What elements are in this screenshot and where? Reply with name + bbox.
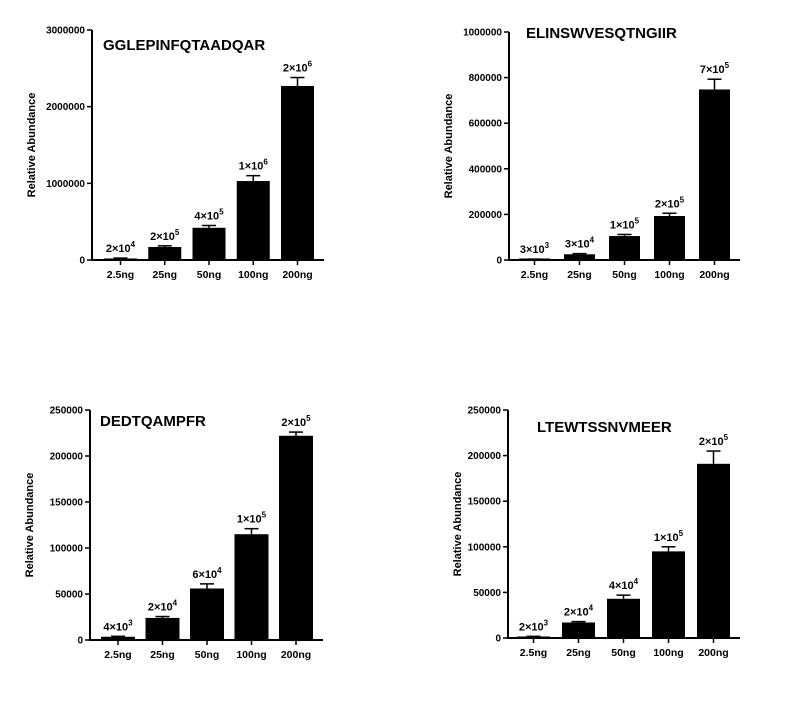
bar <box>699 89 730 261</box>
bar <box>281 85 314 260</box>
bar <box>564 254 595 260</box>
y-axis-label: Relative Abundance <box>443 94 455 199</box>
y-axis-label: Relative Abundance <box>24 473 36 578</box>
chart-title: ELINSWVESQTNGIIR <box>526 25 677 42</box>
y-tick-label: 1000000 <box>46 179 85 190</box>
x-tick-label: 25ng <box>150 649 175 661</box>
data-label: 1×105 <box>654 529 684 544</box>
y-tick-label: 3000000 <box>46 26 85 37</box>
bar <box>517 636 550 638</box>
y-tick-label: 150000 <box>468 497 502 508</box>
y-tick-label: 50000 <box>55 590 83 601</box>
data-label: 2×106 <box>283 60 313 75</box>
x-tick-label: 2.5ng <box>521 269 548 281</box>
bar <box>279 435 313 640</box>
y-axis-label: Relative Abundance <box>452 472 464 577</box>
bar <box>654 215 685 260</box>
bar <box>101 636 135 640</box>
bar <box>562 622 595 638</box>
x-tick-label: 2.5ng <box>107 269 134 281</box>
data-label: 6×104 <box>192 566 222 581</box>
chart-panel: GGLEPINFQTAADQAR Relative Abundance 0 100… <box>26 26 324 281</box>
y-tick-label: 600000 <box>469 119 503 130</box>
bar <box>148 246 182 260</box>
y-tick-label: 150000 <box>50 498 84 509</box>
y-tick-label: 250000 <box>468 406 502 417</box>
x-tick-label: 100ng <box>654 269 684 281</box>
bar <box>104 258 137 260</box>
y-tick-label: 0 <box>79 256 85 267</box>
data-label: 3×104 <box>565 236 595 251</box>
bar <box>609 236 640 260</box>
bar <box>192 227 226 260</box>
data-label: 1×105 <box>610 216 640 231</box>
x-tick-label: 2.5ng <box>520 647 547 659</box>
chart-panel: LTEWTSSNVMEER Relative Abundance 0 50000 1… <box>452 406 740 659</box>
data-label: 7×105 <box>700 61 730 76</box>
data-label: 4×105 <box>194 208 224 223</box>
data-label: 4×104 <box>609 577 639 592</box>
x-tick-label: 50ng <box>195 649 220 661</box>
x-tick-label: 25ng <box>567 269 592 281</box>
y-tick-label: 100000 <box>468 542 502 553</box>
y-tick-label: 0 <box>77 636 83 647</box>
y-tick-label: 2000000 <box>46 102 85 113</box>
y-tick-label: 50000 <box>473 588 501 599</box>
bar <box>236 181 270 260</box>
x-tick-label: 25ng <box>566 647 591 659</box>
data-label: 2×105 <box>281 414 311 429</box>
y-tick-label: 1000000 <box>463 28 502 39</box>
data-label: 2×105 <box>150 228 180 243</box>
x-tick-label: 200ng <box>699 269 729 281</box>
data-label: 2×105 <box>655 195 685 210</box>
x-tick-label: 200ng <box>698 647 728 659</box>
data-label: 1×105 <box>237 511 267 526</box>
bar <box>607 598 640 638</box>
y-axis-label: Relative Abundance <box>26 93 38 198</box>
y-tick-label: 250000 <box>50 406 84 417</box>
x-tick-label: 50ng <box>611 647 636 659</box>
x-tick-label: 200ng <box>282 269 312 281</box>
bar <box>697 463 730 638</box>
y-tick-label: 800000 <box>469 73 503 84</box>
y-tick-label: 0 <box>495 634 501 645</box>
bar <box>145 617 180 640</box>
data-label: 3×103 <box>520 241 550 256</box>
data-label: 4×103 <box>103 618 133 633</box>
chart-title: LTEWTSSNVMEER <box>537 419 672 436</box>
y-tick-label: 0 <box>496 256 502 267</box>
chart-panel: DEDTQAMPFR Relative Abundance 0 50000 1000… <box>24 406 323 661</box>
bar <box>652 551 685 638</box>
data-label: 2×104 <box>148 599 178 614</box>
x-tick-label: 100ng <box>236 649 266 661</box>
x-tick-label: 25ng <box>152 269 177 281</box>
x-tick-label: 50ng <box>612 269 637 281</box>
y-tick-label: 200000 <box>469 210 503 221</box>
chart-title: DEDTQAMPFR <box>100 413 206 430</box>
data-label: 2×104 <box>564 604 594 619</box>
chart-panel: ELINSWVESQTNGIIR Relative Abundance 0 200… <box>443 25 740 281</box>
x-tick-label: 100ng <box>238 269 268 281</box>
x-tick-label: 100ng <box>653 647 683 659</box>
bar <box>234 534 269 640</box>
bar <box>190 588 224 640</box>
data-label: 2×105 <box>699 433 729 448</box>
y-tick-label: 100000 <box>50 544 84 555</box>
x-tick-label: 2.5ng <box>104 649 131 661</box>
data-label: 2×103 <box>519 618 549 633</box>
y-tick-label: 400000 <box>469 164 503 175</box>
data-label: 1×106 <box>239 158 269 173</box>
chart-title: GGLEPINFQTAADQAR <box>103 37 265 54</box>
data-label: 2×104 <box>106 240 136 255</box>
x-tick-label: 50ng <box>197 269 222 281</box>
y-tick-label: 200000 <box>50 452 84 463</box>
y-tick-label: 200000 <box>468 451 502 462</box>
x-tick-label: 200ng <box>281 649 311 661</box>
